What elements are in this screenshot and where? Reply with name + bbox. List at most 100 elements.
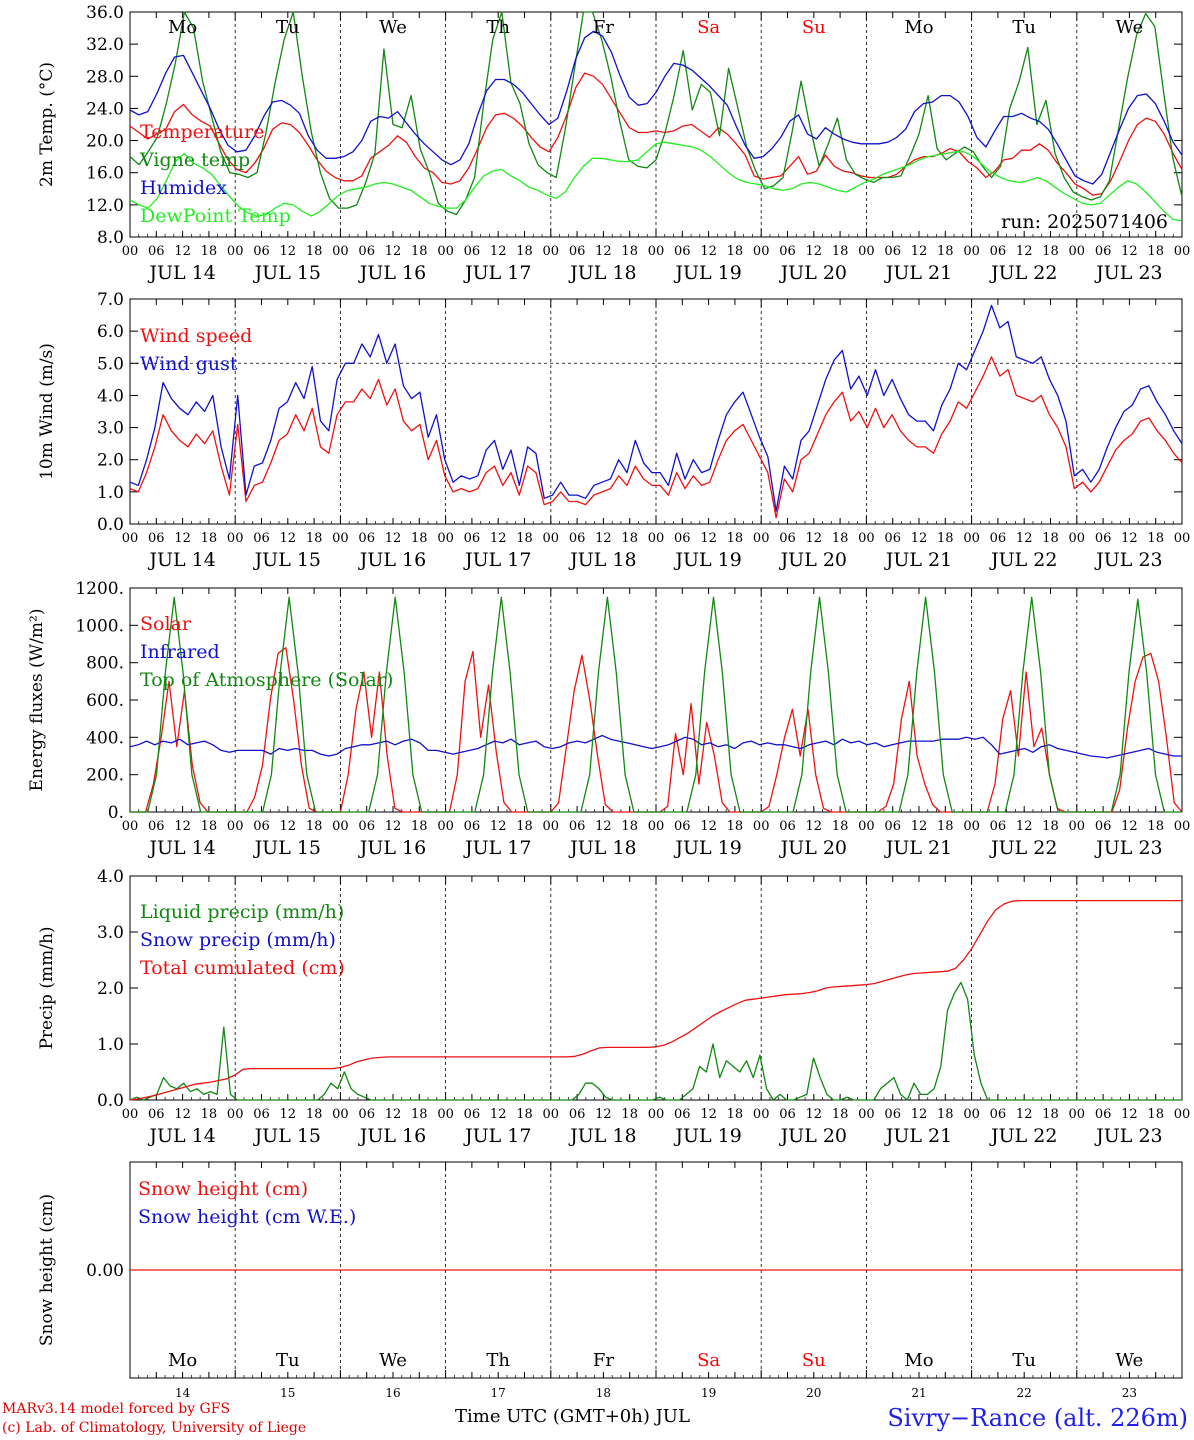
hour-tick-label: 00 — [1174, 1107, 1191, 1122]
hour-tick-label: 06 — [990, 1107, 1007, 1122]
date-label: JUL 14 — [147, 262, 215, 284]
y-tick-label: 4.0 — [97, 386, 124, 406]
hour-tick-label: 00 — [858, 531, 875, 546]
hour-tick-label: 12 — [174, 244, 191, 259]
lab-credit: (c) Lab. of Climatology, University of L… — [2, 1420, 307, 1436]
hour-tick-label: 18 — [1147, 531, 1164, 546]
hour-tick-label: 06 — [358, 531, 375, 546]
weekday-label: Mo — [168, 1350, 197, 1371]
hour-tick-label: 12 — [280, 1107, 297, 1122]
y-tick-label: 7.0 — [97, 290, 124, 310]
y-tick-label: 5.0 — [97, 354, 124, 374]
hour-tick-label: 12 — [174, 1107, 191, 1122]
hour-tick-label: 18 — [832, 531, 849, 546]
hour-tick-label: 12 — [595, 531, 612, 546]
series-wind-speed — [129, 356, 1183, 519]
hour-tick-label: 06 — [253, 244, 270, 259]
hour-tick-label: 12 — [1016, 1107, 1033, 1122]
hour-tick-label: 00 — [1069, 531, 1086, 546]
date-label: JUL 16 — [358, 549, 426, 571]
date-label: JUL 15 — [253, 837, 321, 859]
hour-tick-label: 00 — [963, 819, 980, 834]
hour-tick-label: 12 — [911, 1107, 928, 1122]
hour-tick-label: 06 — [464, 819, 481, 834]
y-tick-label: 2.0 — [97, 451, 124, 471]
hour-tick-label: 18 — [621, 531, 638, 546]
hour-tick-label: 06 — [464, 531, 481, 546]
hour-tick-label: 06 — [253, 819, 270, 834]
y-axis-label: Energy fluxes (W/m²) — [27, 609, 47, 792]
y-tick-label: 16.0 — [86, 164, 124, 184]
date-label: JUL 22 — [989, 262, 1057, 284]
date-label: JUL 17 — [463, 262, 531, 284]
weekday-label: Sa — [697, 17, 720, 38]
y-axis-label: 2m Temp. (°C) — [37, 62, 57, 187]
date-label: JUL 21 — [884, 262, 952, 284]
hour-tick-label: 00 — [858, 1107, 875, 1122]
legend-entry: Vigne temp — [139, 149, 250, 171]
date-label: JUL 20 — [779, 262, 847, 284]
y-tick-label: 0.0 — [97, 1091, 124, 1111]
hour-tick-label: 12 — [1121, 244, 1138, 259]
hour-tick-label: 18 — [516, 531, 533, 546]
date-label: JUL 23 — [1094, 549, 1162, 571]
hour-tick-label: 12 — [911, 531, 928, 546]
day-number-label: 15 — [280, 1386, 295, 1400]
hour-tick-label: 00 — [332, 1107, 349, 1122]
date-label: JUL 21 — [884, 1125, 952, 1147]
hour-tick-label: 18 — [516, 1107, 533, 1122]
hour-tick-label: 00 — [332, 244, 349, 259]
y-axis-label: Precip (mm/h) — [37, 926, 57, 1049]
hour-tick-label: 18 — [201, 244, 218, 259]
legend-entry: Humidex — [140, 177, 227, 199]
hour-tick-label: 12 — [700, 819, 717, 834]
hour-tick-label: 12 — [280, 531, 297, 546]
hour-tick-label: 12 — [280, 819, 297, 834]
hour-tick-label: 00 — [648, 244, 665, 259]
hour-tick-label: 00 — [648, 819, 665, 834]
day-number-label: 17 — [491, 1386, 506, 1400]
legend-entry: Solar — [140, 613, 192, 635]
hour-tick-label: 18 — [306, 1107, 323, 1122]
hour-tick-label: 18 — [1042, 531, 1059, 546]
hour-tick-label: 18 — [1147, 819, 1164, 834]
hour-tick-label: 18 — [411, 819, 428, 834]
hour-tick-label: 00 — [227, 1107, 244, 1122]
weekday-label: Tu — [276, 1350, 300, 1371]
hour-tick-label: 00 — [963, 531, 980, 546]
hour-tick-label: 06 — [253, 1107, 270, 1122]
hour-tick-label: 18 — [516, 244, 533, 259]
hour-tick-label: 06 — [358, 1107, 375, 1122]
y-tick-label: 1.0 — [97, 1035, 124, 1055]
y-tick-label: 20.0 — [86, 132, 124, 152]
legend-entry: Snow height (cm) — [138, 1178, 308, 1200]
hour-tick-label: 06 — [148, 1107, 165, 1122]
date-label: JUL 19 — [673, 262, 741, 284]
hour-tick-label: 00 — [332, 531, 349, 546]
hour-tick-label: 12 — [1016, 244, 1033, 259]
hour-tick-label: 18 — [411, 531, 428, 546]
y-tick-label: 0. — [108, 803, 124, 823]
day-number-label: 16 — [385, 1386, 400, 1400]
hour-tick-label: 06 — [148, 244, 165, 259]
hour-tick-label: 12 — [911, 819, 928, 834]
hour-tick-label: 18 — [516, 819, 533, 834]
y-tick-label: 200. — [86, 766, 124, 786]
hour-tick-label: 00 — [122, 819, 139, 834]
hour-tick-label: 00 — [753, 1107, 770, 1122]
weekday-label: Th — [486, 17, 510, 38]
hour-tick-label: 12 — [595, 819, 612, 834]
x-axis-title: Time UTC (GMT+0h) JUL — [455, 1406, 690, 1427]
hour-tick-label: 06 — [990, 244, 1007, 259]
hour-tick-label: 06 — [1095, 1107, 1112, 1122]
legend-entry: DewPoint Temp — [140, 205, 291, 227]
date-label: JUL 15 — [253, 549, 321, 571]
hour-tick-label: 18 — [306, 244, 323, 259]
hour-tick-label: 06 — [674, 531, 691, 546]
hour-tick-label: 06 — [569, 1107, 586, 1122]
legend-entry: Temperature — [140, 121, 264, 143]
y-tick-label: 0.00 — [86, 1261, 124, 1281]
weekday-label: Mo — [904, 1350, 933, 1371]
hour-tick-label: 06 — [1095, 244, 1112, 259]
hour-tick-label: 18 — [1147, 244, 1164, 259]
